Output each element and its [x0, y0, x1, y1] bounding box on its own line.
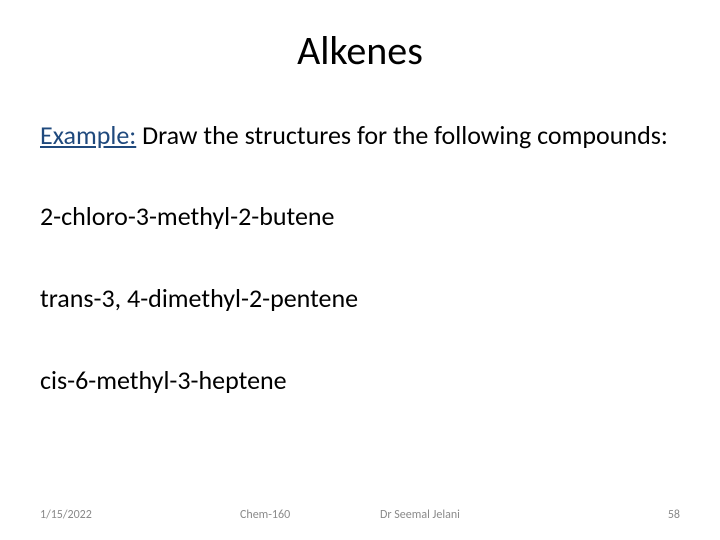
- footer-date: 1/15/2022: [40, 508, 92, 522]
- slide-container: Alkenes Example: Draw the structures for…: [0, 0, 720, 540]
- compound-item: trans-3, 4-dimethyl-2-pentene: [40, 282, 680, 314]
- compound-item: cis-6-methyl-3-heptene: [40, 364, 680, 396]
- example-prompt: Draw the structures for the following co…: [136, 119, 668, 151]
- compound-item: 2-chloro-3-methyl-2-butene: [40, 200, 680, 232]
- slide-footer: 1/15/2022 Chem-160 Dr Seemal Jelani 58: [0, 508, 720, 522]
- example-label: Example:: [40, 119, 136, 151]
- footer-page-number: 58: [668, 508, 680, 522]
- slide-title: Alkenes: [40, 26, 680, 75]
- footer-author: Dr Seemal Jelani: [380, 508, 460, 522]
- example-prompt-line: Example: Draw the structures for the fol…: [40, 119, 680, 152]
- footer-course: Chem-160: [240, 508, 290, 522]
